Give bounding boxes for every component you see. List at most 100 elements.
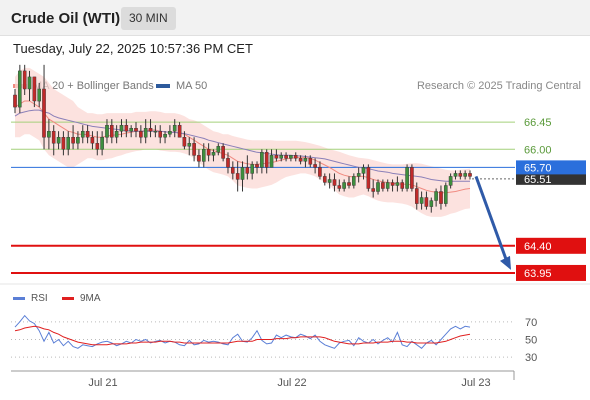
- candle-body: [95, 143, 100, 150]
- candle: [274, 149, 279, 162]
- candle-body: [80, 130, 85, 138]
- candle-body: [356, 173, 361, 177]
- candle: [61, 131, 66, 156]
- candle-body: [226, 158, 230, 168]
- candle: [172, 119, 177, 138]
- candle: [371, 179, 376, 198]
- candle-body: [327, 179, 332, 183]
- candle: [376, 179, 380, 195]
- candle-body: [85, 130, 90, 138]
- candle-body: [439, 191, 443, 204]
- candle: [366, 164, 371, 192]
- candle-body: [410, 167, 414, 189]
- resistance-label-66.00: 66.00: [524, 144, 552, 156]
- candle: [429, 197, 434, 213]
- candle: [264, 149, 269, 174]
- candle-body: [109, 124, 114, 138]
- candle: [47, 119, 51, 150]
- projection-arrow: [474, 175, 511, 270]
- candle: [444, 182, 448, 207]
- candle: [119, 119, 124, 138]
- candle: [240, 161, 245, 192]
- candle-body: [415, 188, 419, 204]
- candle: [289, 155, 293, 162]
- candle: [153, 125, 158, 138]
- candle: [187, 137, 192, 156]
- candle: [347, 176, 351, 189]
- candle: [109, 119, 114, 144]
- candle: [100, 131, 104, 156]
- candle: [42, 64, 46, 150]
- candle-body: [124, 124, 129, 132]
- candle: [51, 125, 56, 156]
- candle: [463, 170, 468, 180]
- rsi-tick-70: 70: [525, 317, 537, 329]
- rsi-9ma-line: [14, 325, 471, 346]
- candle: [356, 167, 361, 183]
- candle: [448, 173, 453, 189]
- candle-body: [177, 124, 182, 138]
- candle: [206, 143, 211, 162]
- candle-body: [163, 133, 167, 138]
- candle-body: [293, 155, 298, 159]
- candle: [56, 131, 61, 150]
- resistance-label-66.45: 66.45: [524, 117, 552, 129]
- candle: [260, 149, 264, 174]
- candle: [124, 119, 129, 138]
- candle: [76, 131, 80, 150]
- candle-body: [192, 143, 196, 156]
- instrument-title: Crude Oil (WTI): [11, 10, 121, 27]
- ma50-line: [14, 109, 470, 182]
- candle-body: [61, 136, 66, 150]
- candle-body: [172, 124, 177, 132]
- chart-frame: [0, 283, 590, 380]
- candle-body: [158, 130, 163, 138]
- candle: [114, 125, 119, 144]
- candle-body: [405, 167, 409, 189]
- legend-ma50: MA 50: [156, 80, 207, 92]
- candle: [134, 122, 138, 138]
- rsi-swatch: [13, 297, 25, 300]
- candle: [415, 182, 419, 210]
- candle: [410, 164, 414, 192]
- candle-body: [27, 76, 32, 90]
- candle: [230, 161, 235, 180]
- timeframe-badge[interactable]: 30 MIN: [121, 7, 176, 30]
- candle-body: [129, 127, 134, 132]
- candle-body: [318, 167, 322, 177]
- candle-body: [400, 182, 405, 189]
- candle-body: [100, 136, 104, 150]
- candle-body: [139, 130, 143, 138]
- candle-body: [366, 167, 371, 189]
- candle-body: [66, 136, 70, 150]
- candle-body: [468, 173, 472, 177]
- candle: [27, 70, 32, 102]
- candle: [129, 125, 134, 138]
- candle: [139, 125, 143, 144]
- candle-body: [42, 88, 46, 138]
- candle-body: [323, 176, 327, 183]
- candle-body: [197, 155, 201, 162]
- candle-body: [182, 136, 187, 147]
- candle: [197, 149, 201, 168]
- candle: [37, 82, 41, 108]
- secondary-price-label: 65.51: [524, 174, 552, 186]
- candle: [458, 170, 463, 180]
- candle: [201, 143, 206, 168]
- candle: [434, 188, 438, 207]
- candle-body: [13, 94, 17, 108]
- candle: [352, 173, 356, 189]
- candle: [80, 125, 85, 144]
- candle-body: [337, 185, 342, 189]
- secondary-price-box: [516, 172, 586, 185]
- candle-body: [332, 179, 337, 186]
- projection-head: [500, 255, 511, 270]
- candle: [168, 125, 172, 138]
- candle: [381, 179, 385, 192]
- candle: [192, 137, 196, 162]
- candle-body: [211, 152, 216, 156]
- candle-body: [245, 167, 250, 174]
- support-label-box: [516, 237, 586, 254]
